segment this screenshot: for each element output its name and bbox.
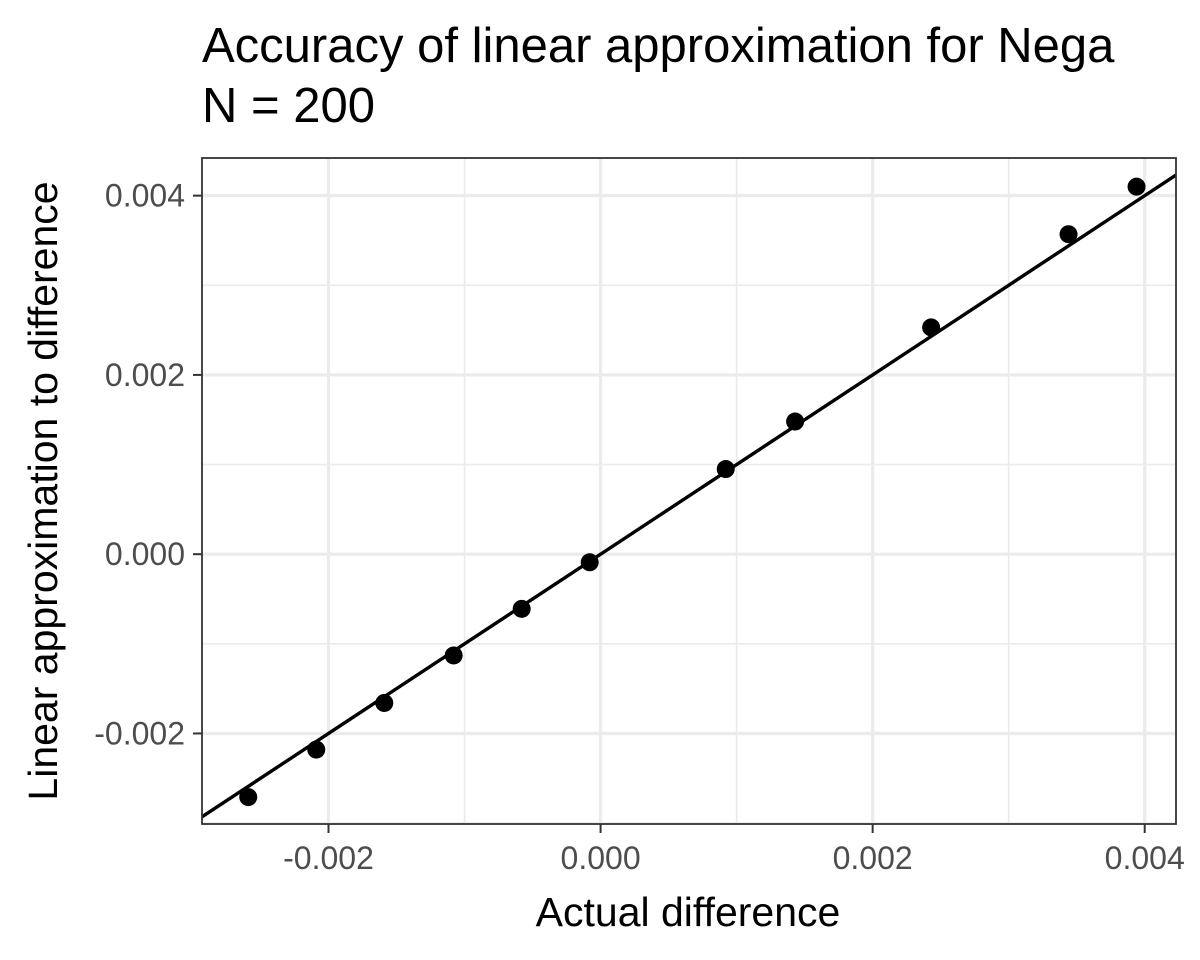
data-points <box>239 177 1146 807</box>
x-tick-label: 0.000 <box>561 840 641 876</box>
chart-subtitle: N = 200 <box>202 79 375 133</box>
x-axis-title: Actual difference <box>536 889 841 935</box>
data-point <box>375 693 394 712</box>
y-tick-label: 0.000 <box>105 536 185 572</box>
reference-line <box>201 173 1177 819</box>
y-tick-label: 0.004 <box>105 178 185 214</box>
x-axis-ticks: -0.002 0.000 0.002 0.004 <box>283 824 1185 876</box>
data-point <box>786 412 805 431</box>
y-tick-label: 0.002 <box>105 357 185 393</box>
data-point <box>1127 177 1146 196</box>
data-point <box>512 599 531 618</box>
x-tick-label: -0.002 <box>283 840 374 876</box>
grid-major <box>202 158 1176 824</box>
x-tick-label: 0.002 <box>833 840 913 876</box>
plot-panel-border <box>201 157 1177 825</box>
y-tick-label: -0.002 <box>94 715 185 751</box>
data-point <box>239 788 258 807</box>
data-point <box>1059 225 1078 244</box>
data-point <box>922 318 941 337</box>
y-axis-title: Linear approximation to difference <box>20 181 66 800</box>
y-axis-ticks: -0.002 0.000 0.002 0.004 <box>94 178 202 751</box>
chart-title: Accuracy of linear approximation for Neg… <box>202 19 1115 73</box>
identity-line <box>201 173 1177 819</box>
data-point <box>716 460 735 479</box>
data-point <box>307 740 326 759</box>
data-point <box>580 553 599 572</box>
data-point <box>444 646 463 665</box>
grid-minor <box>202 158 1176 824</box>
x-tick-label: 0.004 <box>1105 840 1185 876</box>
